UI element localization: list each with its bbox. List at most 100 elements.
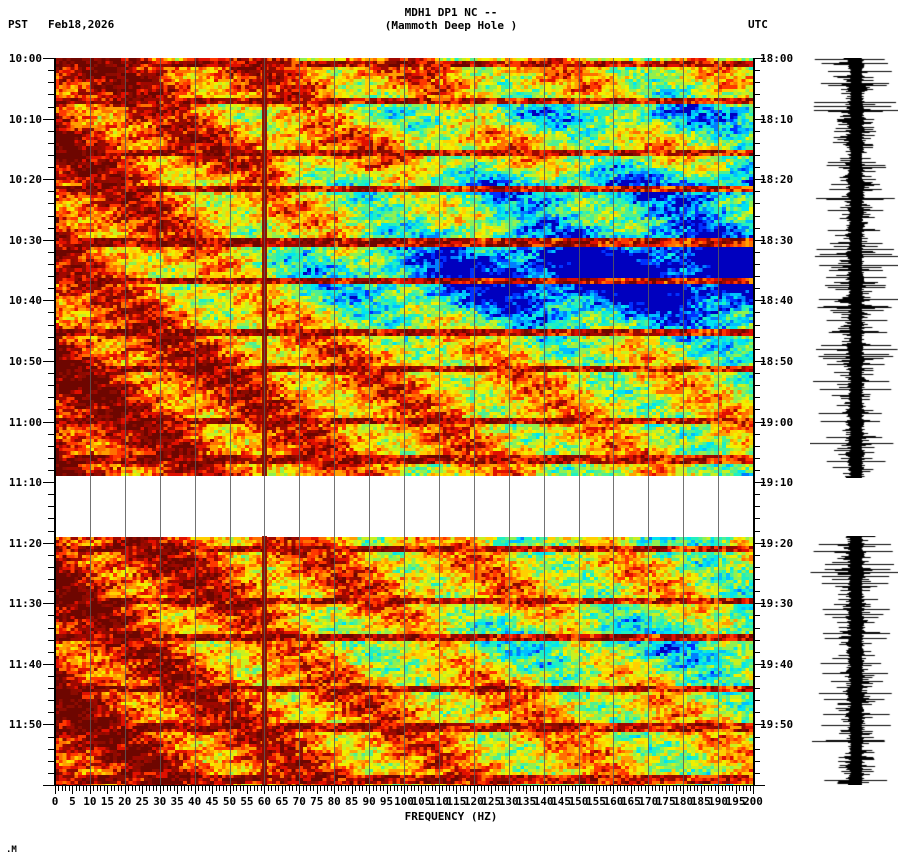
x-axis-minor-tick (191, 786, 193, 791)
x-axis-minor-tick (166, 786, 168, 791)
y-axis-minor-tick (753, 675, 760, 677)
y-axis-minor-tick (753, 494, 760, 496)
x-axis-major-tick (369, 786, 371, 794)
x-axis-minor-tick (236, 786, 238, 791)
y-axis-minor-tick (753, 336, 760, 338)
y-axis-major-tick (753, 58, 765, 59)
spectrogram-plot[interactable] (55, 58, 753, 785)
x-axis-tick-label: 155 (586, 795, 606, 808)
x-axis-tick-label: 5 (69, 795, 76, 808)
y-axis-minor-tick (48, 348, 55, 350)
y-axis-minor-tick (48, 675, 55, 677)
x-axis-minor-tick (257, 786, 259, 791)
x-axis-minor-tick (463, 786, 465, 791)
x-axis-major-tick (159, 786, 161, 794)
x-axis-minor-tick (198, 786, 200, 791)
y-axis-right-label: 18:50 (760, 354, 794, 368)
y-axis-minor-tick (753, 142, 760, 144)
y-axis-minor-tick (753, 591, 760, 593)
y-axis-major-tick (43, 724, 55, 726)
y-axis-major-tick (753, 239, 765, 241)
x-axis-major-tick (700, 786, 702, 794)
y-axis-left-label: 10:30 (8, 233, 42, 247)
y-axis-minor-tick (753, 203, 760, 205)
x-axis-minor-tick (397, 786, 399, 791)
x-axis-minor-tick (379, 786, 381, 791)
x-axis-minor-tick (606, 786, 608, 791)
y-axis-minor-tick (753, 651, 760, 653)
y-axis-minor-tick (48, 142, 55, 144)
x-axis-minor-tick (676, 786, 678, 791)
x-axis-tick-label: 115 (446, 795, 467, 808)
y-axis-minor-tick (48, 167, 55, 168)
y-axis-minor-tick (753, 627, 760, 629)
y-axis-minor-tick (753, 470, 760, 471)
x-axis-tick-label: 120 (463, 795, 484, 808)
x-axis-minor-tick (711, 786, 713, 791)
x-axis-minor-tick (424, 786, 426, 791)
x-axis-major-tick (55, 786, 56, 794)
x-axis-minor-tick (208, 786, 210, 791)
y-axis-minor-tick (753, 312, 760, 314)
x-axis-tick-label: 160 (603, 795, 624, 808)
x-axis-ticks (55, 786, 754, 795)
x-axis-minor-tick (372, 786, 374, 791)
mains-60hz-band (261, 58, 267, 785)
x-axis-minor-tick (571, 786, 573, 791)
x-axis-minor-tick (697, 786, 699, 791)
x-axis-minor-tick (201, 786, 203, 791)
y-axis-major-tick (753, 603, 765, 605)
x-axis-major-tick (124, 786, 126, 794)
y-axis-right-label: 18:20 (760, 173, 794, 187)
x-axis-minor-tick (358, 786, 360, 791)
y-axis-major-tick (753, 179, 765, 181)
y-axis-minor-tick (48, 154, 55, 156)
x-axis-tick-label: 20 (118, 795, 132, 808)
x-axis-minor-tick (135, 786, 137, 791)
x-axis-minor-tick (330, 786, 332, 791)
y-axis-minor-tick (753, 433, 760, 435)
y-axis-minor-tick (48, 82, 55, 84)
y-axis-minor-tick (753, 288, 760, 290)
x-axis-tick-label: 105 (411, 795, 432, 808)
x-axis-major-tick (630, 786, 632, 794)
y-axis-minor-tick (753, 385, 760, 387)
x-axis-major-tick (421, 786, 423, 794)
y-axis-minor-tick (753, 227, 760, 229)
x-axis-major-tick (595, 786, 597, 794)
x-axis-major-tick (491, 786, 493, 794)
x-axis-tick-label: 135 (516, 795, 537, 808)
y-axis-major-tick (43, 482, 55, 484)
x-axis-tick-label: 10 (83, 795, 97, 808)
x-axis-minor-tick (205, 786, 207, 791)
x-axis-minor-tick (742, 786, 744, 791)
x-axis-minor-tick (100, 786, 102, 791)
y-axis-minor-tick (48, 409, 55, 411)
y-axis-right-label: 19:00 (760, 415, 794, 429)
x-axis-major-tick (543, 786, 545, 794)
x-axis-minor-tick (728, 786, 730, 791)
x-axis-minor-tick (407, 786, 409, 791)
y-axis-minor-tick (753, 324, 760, 326)
x-axis-minor-tick (271, 786, 273, 791)
y-axis-minor-tick (48, 203, 55, 205)
x-axis-minor-tick (627, 786, 629, 791)
x-axis-minor-tick (383, 786, 385, 791)
y-axis-minor-tick (753, 639, 760, 641)
helicorder-trace-top (810, 58, 898, 478)
x-axis-minor-tick (592, 786, 594, 791)
y-axis-minor-tick (753, 70, 760, 72)
x-axis-minor-tick (222, 786, 224, 791)
x-axis-minor-tick (295, 786, 297, 791)
y-axis-minor-tick (48, 312, 55, 314)
y-axis-minor-tick (753, 94, 760, 96)
x-axis-minor-tick (145, 786, 147, 791)
x-axis-minor-tick (512, 786, 514, 791)
x-axis-minor-tick (79, 786, 81, 791)
x-axis-tick-label: 180 (673, 795, 694, 808)
y-axis-minor-tick (48, 700, 55, 702)
x-axis-major-tick (229, 786, 231, 794)
x-axis-minor-tick (309, 786, 311, 791)
x-axis-minor-tick (344, 786, 346, 791)
x-axis-minor-tick (365, 786, 367, 791)
